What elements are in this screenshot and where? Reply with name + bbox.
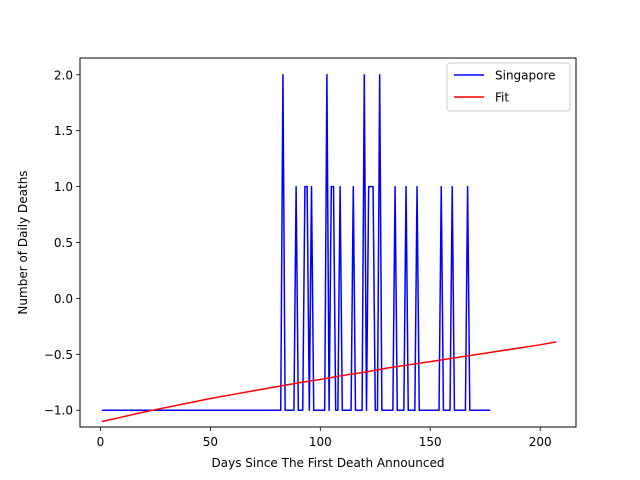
y-tick-label: 1.0	[54, 180, 73, 194]
x-axis-label: Days Since The First Death Announced	[212, 456, 445, 470]
x-tick-label: 50	[203, 435, 218, 449]
y-axis-ticks: −1.0 −0.5 0.0 0.5 1.0 1.5 2.0	[44, 68, 80, 418]
y-tick-label: −0.5	[44, 348, 73, 362]
plot-area	[101, 74, 557, 423]
y-tick-label: 0.5	[54, 236, 73, 250]
y-tick-label: 0.0	[54, 292, 73, 306]
x-tick-label: 150	[419, 435, 442, 449]
legend: Singapore Fit	[446, 62, 571, 112]
x-tick-label: 200	[529, 435, 552, 449]
y-tick-label: 2.0	[54, 68, 73, 82]
legend-label-singapore: Singapore	[495, 69, 556, 83]
y-tick-label: −1.0	[44, 404, 73, 418]
series-line-fit	[101, 341, 557, 423]
y-tick-label: 1.5	[54, 124, 73, 138]
x-tick-label: 100	[309, 435, 332, 449]
x-tick-label: 0	[97, 435, 105, 449]
series-line-singapore	[101, 74, 491, 411]
legend-label-fit: Fit	[495, 91, 509, 105]
y-axis-label: Number of Daily Deaths	[16, 170, 30, 314]
x-axis-ticks: 0 50 100 150 200	[97, 427, 552, 449]
